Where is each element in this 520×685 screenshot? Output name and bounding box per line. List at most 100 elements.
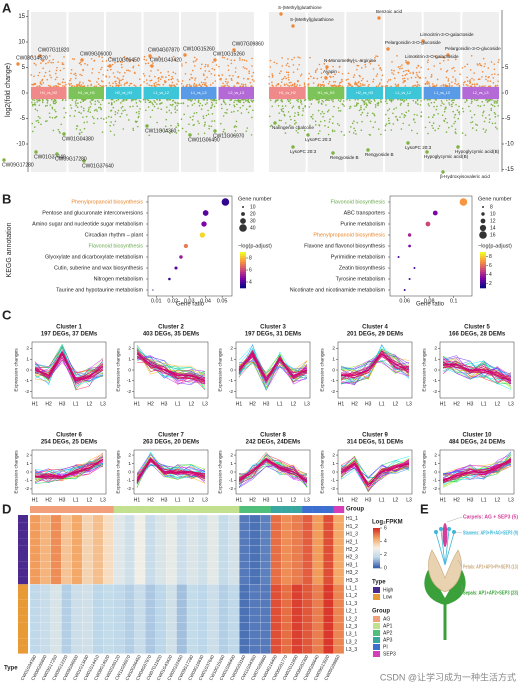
heat-cell: [186, 638, 198, 646]
point: [272, 85, 274, 88]
heat-cell: [29, 514, 41, 523]
dot: [408, 278, 411, 280]
point: [354, 81, 357, 83]
colorbar-step: [480, 262, 486, 265]
heat-cell: [113, 514, 125, 523]
point: [289, 102, 292, 104]
dot: [407, 233, 412, 237]
heat-cell: [239, 638, 250, 646]
point: [330, 98, 333, 101]
point: [443, 103, 445, 105]
point: [307, 77, 310, 80]
point: [138, 57, 140, 60]
x-tick-label: 0.05: [217, 298, 228, 304]
point: [493, 63, 496, 65]
heat-cell: [103, 522, 114, 531]
heat-cell: [302, 599, 313, 608]
point: [288, 79, 290, 81]
point: [368, 61, 371, 64]
point: [242, 85, 245, 88]
colorbar-step: [373, 531, 380, 534]
heat-cell: [239, 561, 250, 569]
heat-cell: [82, 638, 93, 646]
point: [134, 72, 136, 75]
annotation: LysoPC 20:3: [305, 137, 332, 142]
point: [457, 82, 460, 85]
point: [118, 80, 121, 82]
point: [233, 85, 236, 87]
point: [426, 99, 429, 101]
group-cell: [82, 506, 93, 513]
y-axis-label: log2(fold change): [5, 63, 12, 117]
point: [478, 85, 481, 87]
heat-cell: [176, 514, 188, 523]
heat-cell: [40, 645, 52, 654]
term-label: Pyrimidine metabolism: [331, 254, 386, 260]
panel-label: D: [2, 501, 11, 516]
point: [71, 99, 74, 101]
point: [391, 61, 393, 63]
point: [335, 85, 338, 87]
heat-cell: [82, 568, 93, 577]
point: [164, 130, 167, 133]
heat-cell: [239, 522, 250, 531]
point: [63, 107, 65, 109]
heat-cell: [92, 545, 104, 554]
point: [166, 98, 168, 101]
x-tick-label: L2: [87, 497, 93, 503]
highlight-point: [306, 133, 310, 137]
dot: [425, 221, 431, 227]
point: [361, 111, 364, 114]
heat-cell: [333, 514, 345, 523]
point: [405, 98, 408, 101]
heat-cell: [92, 522, 104, 531]
y-tick-label: 0: [26, 367, 29, 373]
x-tick-label: H1: [134, 401, 141, 407]
heat-cell: [155, 561, 167, 569]
point: [376, 73, 379, 75]
point: [206, 76, 208, 79]
point: [323, 112, 325, 115]
point: [50, 98, 53, 101]
y-tick-label: 0: [22, 91, 26, 97]
point: [356, 68, 358, 71]
x-tick-label: L2: [495, 497, 501, 503]
point: [322, 116, 324, 118]
point: [482, 85, 484, 87]
plot-frame: [133, 341, 209, 399]
point: [299, 74, 302, 77]
point: [454, 128, 457, 131]
point: [369, 102, 372, 105]
cluster-title: Cluster 5: [464, 325, 490, 331]
heat-cell: [50, 607, 62, 616]
point: [308, 72, 310, 75]
point: [484, 85, 486, 87]
point: [225, 78, 227, 80]
legend-label: SEP3: [383, 651, 396, 657]
point: [86, 121, 88, 123]
heat-cell: [71, 561, 83, 569]
point: [214, 99, 216, 102]
point: [117, 71, 119, 73]
legend-label: 20: [250, 211, 256, 217]
group-cell: [270, 506, 282, 513]
heat-cell: [103, 615, 114, 623]
y-tick-label: 2: [230, 452, 233, 458]
point: [366, 112, 369, 115]
x-tick-label: H2: [45, 497, 52, 503]
group-label: L1_vs_L3: [434, 91, 450, 95]
heat-cell: [165, 584, 177, 593]
point: [280, 119, 282, 122]
point: [233, 126, 236, 128]
heat-cell: [155, 638, 167, 646]
heat-cell: [155, 530, 167, 539]
point: [212, 82, 214, 84]
x-tick-label: H1: [440, 497, 447, 503]
point: [153, 105, 156, 108]
point: [494, 113, 497, 115]
colorbar-step: [373, 541, 380, 544]
member-line: [34, 459, 104, 480]
heat-cell: [302, 584, 313, 593]
point: [52, 85, 55, 88]
y-axis-label: Expression changes: [115, 450, 121, 494]
